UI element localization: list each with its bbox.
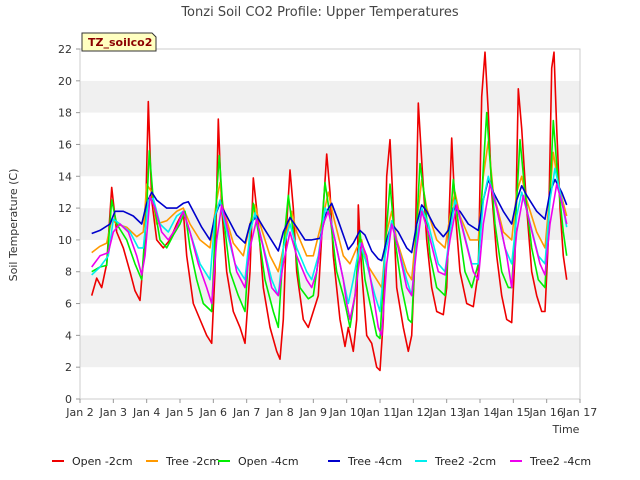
legend-item: Open -4cm [218, 455, 299, 468]
y-axis-label: Soil Temperature (C) [7, 169, 20, 282]
chart-title: Tonzi Soil CO2 Profile: Upper Temperatur… [180, 5, 459, 20]
y-axis-ticks: 0 2 4 6 8 10 12 14 16 18 20 22 [58, 43, 80, 406]
grid-band [80, 144, 580, 177]
grid-band [80, 112, 580, 145]
x-tick-label: Jan 5 [165, 406, 193, 419]
legend-label: Open -2cm [72, 455, 133, 468]
y-tick-label: 14 [58, 170, 72, 183]
x-tick-label: Jan 2 [65, 406, 93, 419]
y-tick-label: 12 [58, 202, 72, 215]
legend-badge: TZ_soilco2 [81, 32, 157, 52]
x-tick-label: Jan 15 [495, 406, 530, 419]
y-tick-label: 4 [65, 329, 72, 342]
grid-band [80, 271, 580, 304]
legend-item: Tree2 -4cm [510, 455, 591, 468]
grid-band [80, 49, 580, 81]
x-tick-label: Jan 17 [562, 406, 597, 419]
x-tick-label: Jan 3 [99, 406, 127, 419]
y-tick-label: 8 [65, 266, 72, 279]
grid-band [80, 367, 580, 399]
legend-label: Tree -2cm [165, 455, 220, 468]
x-tick-label: Jan 12 [395, 406, 430, 419]
grid-band [80, 303, 580, 336]
series-layer [90, 51, 568, 372]
legend-item: Tree2 -2cm [415, 455, 496, 468]
series-line-open-4cm [91, 111, 568, 340]
legend-item: Open -2cm [52, 455, 133, 468]
x-tick-label: Jan 6 [199, 406, 227, 419]
y-tick-label: 6 [65, 298, 72, 311]
legend-item: Tree -2cm [146, 455, 220, 468]
series-line-tree2-4cm [91, 183, 568, 337]
legend-label: Open -4cm [238, 455, 299, 468]
legend-item: Tree -4cm [328, 455, 402, 468]
y-tick-label: 22 [58, 43, 72, 56]
y-tick-label: 20 [58, 75, 72, 88]
x-tick-label: Jan 4 [132, 406, 160, 419]
x-tick-label: Jan 16 [528, 406, 563, 419]
x-tick-label: Jan 14 [462, 406, 497, 419]
x-tick-label: Jan 13 [428, 406, 463, 419]
legend-label: Tree -4cm [347, 455, 402, 468]
x-tick-label: Jan 11 [362, 406, 397, 419]
y-tick-label: 2 [65, 361, 72, 374]
legend-label: Tree2 -4cm [529, 455, 591, 468]
y-tick-label: 0 [65, 393, 72, 406]
x-tick-label: Jan 9 [299, 406, 327, 419]
y-tick-label: 18 [58, 107, 72, 120]
y-tick-label: 10 [58, 234, 72, 247]
grid-bands [80, 49, 580, 399]
plot-area [79, 48, 581, 400]
x-tick-label: Jan 10 [328, 406, 363, 419]
legend-label: Tree2 -2cm [434, 455, 496, 468]
grid-band [80, 80, 580, 113]
legend: Open -2cm Tree -2cm Open -4cm Tree -4cm Tree… [52, 455, 591, 468]
badge-label: TZ_soilco2 [88, 36, 152, 49]
x-axis-label: Time [552, 423, 580, 436]
series-line-open-2cm [90, 51, 568, 372]
x-axis-ticks: Jan 2 Jan 3 Jan 4 Jan 5 Jan 6 Jan 7 Jan 8 Jan 9… [65, 399, 597, 419]
x-tick-label: Jan 7 [232, 406, 260, 419]
x-tick-label: Jan 8 [265, 406, 293, 419]
y-tick-label: 16 [58, 138, 72, 151]
grid-band [80, 335, 580, 368]
badge-box [81, 32, 157, 52]
